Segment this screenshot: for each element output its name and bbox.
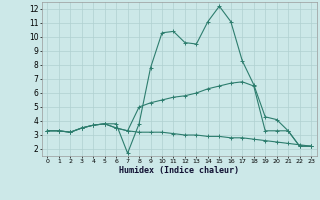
X-axis label: Humidex (Indice chaleur): Humidex (Indice chaleur) (119, 166, 239, 175)
